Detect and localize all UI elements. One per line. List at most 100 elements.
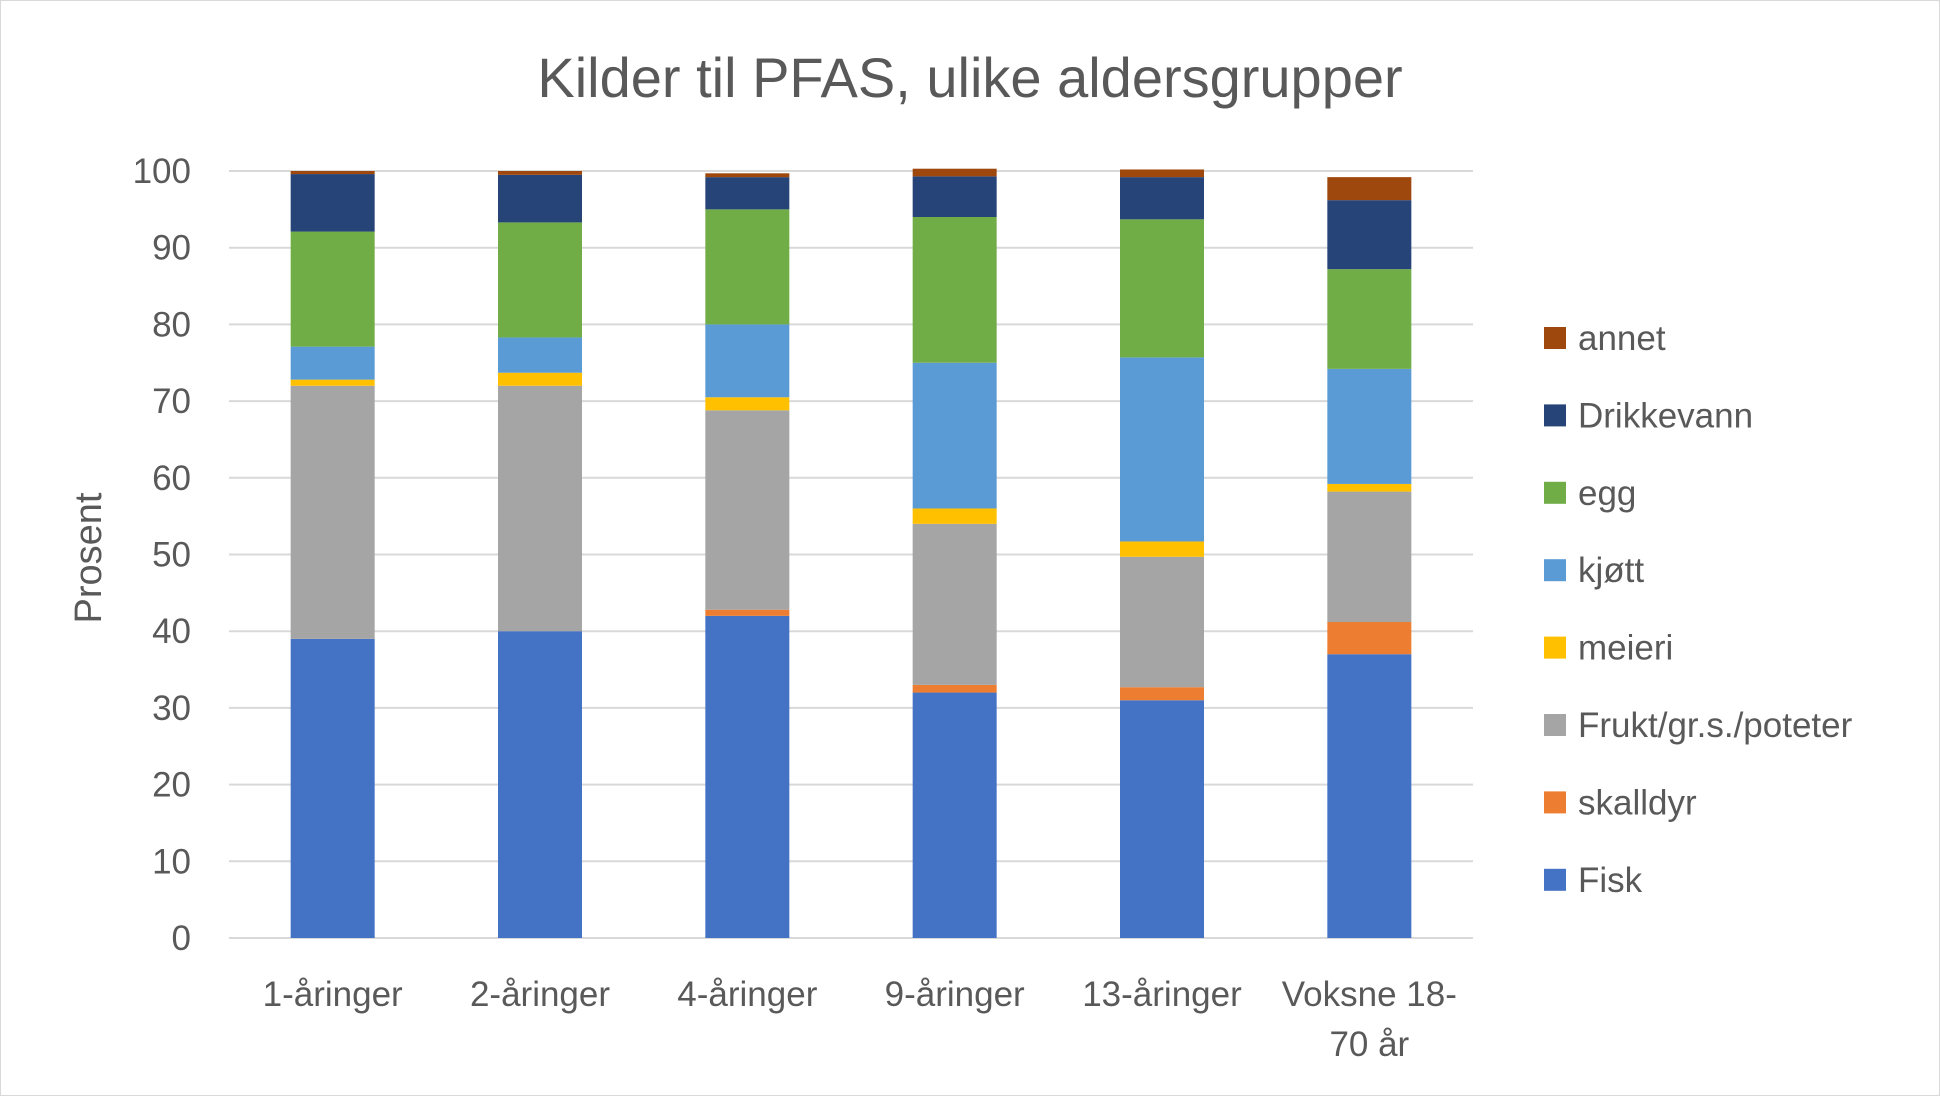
bar-segment xyxy=(912,508,997,524)
bar-stack xyxy=(912,168,997,938)
x-category-label: 2-åringer xyxy=(470,975,610,1014)
bar-segment xyxy=(498,337,582,373)
legend-swatch xyxy=(1544,559,1566,582)
bar-segment xyxy=(290,231,375,347)
bar-segment xyxy=(705,609,790,616)
x-category-label: 4-åringer xyxy=(677,975,817,1014)
chart-title: Kilder til PFAS, ulike aldersgrupper xyxy=(537,46,1402,109)
bar-segment xyxy=(912,168,997,177)
bar-segment xyxy=(912,692,997,938)
bar-segment xyxy=(1327,654,1412,938)
legend-swatch xyxy=(1544,327,1566,349)
bar-segment xyxy=(705,173,790,178)
bar-segment xyxy=(705,324,790,398)
legend-swatch xyxy=(1544,636,1566,659)
y-tick-label: 70 xyxy=(152,382,191,421)
bar-segment xyxy=(1120,700,1204,938)
bar-stack xyxy=(290,171,375,938)
bar-segment xyxy=(290,171,375,175)
bar-segment xyxy=(290,379,375,386)
bar-segment xyxy=(1327,483,1412,492)
bar-segment xyxy=(705,209,790,325)
y-tick-label: 60 xyxy=(152,459,191,498)
y-axis-title: Prosent xyxy=(68,492,110,623)
legend-item: skalldyr xyxy=(1544,783,1697,822)
bar-segment xyxy=(1120,687,1204,701)
legend-swatch xyxy=(1544,404,1566,427)
y-tick-label: 90 xyxy=(152,229,191,268)
y-tick-label: 10 xyxy=(152,842,191,881)
x-category-label: Voksne 18- xyxy=(1282,975,1457,1014)
bar-segment xyxy=(498,631,582,938)
legend-item: Frukt/gr.s./poteter xyxy=(1544,706,1853,745)
bar-segment xyxy=(498,174,582,223)
bar-stack xyxy=(498,171,582,938)
bar-segment xyxy=(498,171,582,175)
x-axis-categories: 1-åringer 2-åringer 4-åringer 9-åringer 13-å… xyxy=(263,975,1457,1064)
bar-segment xyxy=(1327,200,1412,270)
bar-stack xyxy=(1120,169,1204,938)
bar-segment xyxy=(1120,556,1204,688)
legend-label: Fisk xyxy=(1578,861,1643,900)
bar-segment xyxy=(290,346,375,380)
bar-stack xyxy=(1327,177,1412,938)
y-tick-label: 50 xyxy=(152,536,191,575)
legend-item: Drikkevann xyxy=(1544,396,1753,435)
legend-label: annet xyxy=(1578,319,1666,358)
bar-segment xyxy=(498,385,582,632)
y-axis-ticks: 0 10 20 30 40 50 60 70 80 90 100 xyxy=(133,152,191,958)
legend-label: meieri xyxy=(1578,629,1673,668)
bar-segment xyxy=(1120,219,1204,358)
legend: annet Drikkevann egg kjøtt meieri Frukt/gr.s.… xyxy=(1544,319,1853,900)
bar-segment xyxy=(912,684,997,693)
y-tick-label: 100 xyxy=(133,152,191,191)
x-category-label: 1-åringer xyxy=(263,975,403,1014)
legend-label: Drikkevann xyxy=(1578,396,1753,435)
bar-segment xyxy=(1327,368,1412,484)
legend-item: annet xyxy=(1544,319,1666,358)
y-tick-label: 80 xyxy=(152,305,191,344)
legend-swatch xyxy=(1544,791,1566,814)
y-tick-label: 40 xyxy=(152,612,191,651)
bar-segment xyxy=(912,217,997,363)
legend-item: egg xyxy=(1544,474,1636,513)
bar-segment xyxy=(290,638,375,938)
bar-segment xyxy=(290,385,375,639)
legend-item: Fisk xyxy=(1544,861,1643,900)
x-category-label: 70 år xyxy=(1329,1025,1409,1064)
bar-segment xyxy=(912,523,997,685)
bar-stacks xyxy=(290,168,1412,938)
legend-swatch xyxy=(1544,714,1566,736)
bar-segment xyxy=(1327,621,1412,655)
bar-segment xyxy=(498,372,582,386)
y-tick-label: 20 xyxy=(152,766,191,805)
gridlines xyxy=(229,170,1473,939)
bar-segment xyxy=(705,410,790,610)
bar-segment xyxy=(1120,169,1204,178)
bar-segment xyxy=(912,362,997,509)
bar-segment xyxy=(498,222,582,338)
legend-swatch xyxy=(1544,481,1566,504)
bar-segment xyxy=(290,174,375,232)
bar-segment xyxy=(705,397,790,411)
legend-label: kjøtt xyxy=(1578,551,1644,590)
bar-segment xyxy=(705,177,790,210)
bar-segment xyxy=(1327,491,1412,622)
bar-segment xyxy=(1120,541,1204,557)
bar-segment xyxy=(912,176,997,218)
bar-stack xyxy=(705,173,790,938)
bar-segment xyxy=(1327,269,1412,369)
bar-segment xyxy=(705,615,790,938)
legend-label: egg xyxy=(1578,474,1636,513)
legend-swatch xyxy=(1544,868,1566,891)
legend-item: kjøtt xyxy=(1544,551,1644,590)
y-tick-label: 0 xyxy=(172,919,191,958)
legend-item: meieri xyxy=(1544,629,1673,668)
y-tick-label: 30 xyxy=(152,689,191,728)
legend-label: Frukt/gr.s./poteter xyxy=(1578,706,1853,745)
bar-segment xyxy=(1327,177,1412,201)
x-category-label: 13-åringer xyxy=(1082,975,1242,1014)
bar-segment xyxy=(1120,177,1204,220)
